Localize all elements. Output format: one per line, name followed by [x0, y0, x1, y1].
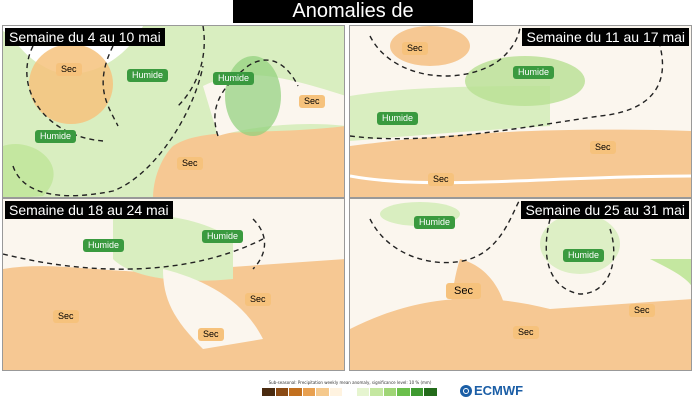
legend-swatch [424, 388, 438, 396]
panel-title: Semaine du 25 au 31 mai [521, 201, 689, 219]
label-dry: Sec [53, 310, 79, 323]
label-dry: Sec [299, 95, 325, 108]
map-panel-week2: Semaine du 11 au 17 mai Sec Humide Humid… [349, 25, 692, 198]
label-wet: Humide [563, 249, 605, 262]
label-dry: Sec [446, 283, 481, 299]
label-dry: Sec [513, 326, 539, 339]
panel-title: Semaine du 4 au 10 mai [5, 28, 165, 46]
map-week1 [3, 26, 344, 197]
legend-swatch [383, 388, 398, 396]
legend-swatch [275, 388, 290, 396]
logo-text: ECMWF [474, 383, 524, 398]
legend-swatch [356, 388, 371, 396]
legend-swatch [410, 388, 425, 396]
map-week4 [350, 199, 691, 370]
label-dry: Sec [428, 173, 454, 186]
label-wet: Humide [35, 130, 77, 143]
label-wet: Humide [414, 216, 456, 229]
map-panel-week4: Semaine du 25 au 31 mai Humide Humide Se… [349, 198, 692, 371]
map-panel-week3: Semaine du 18 au 24 mai Humide Humide Se… [2, 198, 345, 371]
legend-swatch [316, 388, 330, 396]
label-wet: Humide [213, 72, 255, 85]
legend-caption: Sub-seasonal: Precipitation weekly mean … [268, 380, 432, 385]
label-wet: Humide [513, 66, 555, 79]
label-wet: Humide [127, 69, 169, 82]
label-dry: Sec [629, 304, 655, 317]
legend-swatch [397, 388, 411, 396]
label-wet: Humide [202, 230, 244, 243]
legend-swatch [262, 388, 276, 396]
legend-swatch [329, 388, 344, 396]
legend-swatch [302, 388, 317, 396]
legend-swatch [289, 388, 303, 396]
logo: ECMWF [460, 383, 523, 398]
label-dry: Sec [56, 63, 82, 76]
label-dry: Sec [402, 42, 428, 55]
legend-colorbar [262, 388, 438, 396]
label-dry: Sec [198, 328, 224, 341]
legend-swatch [370, 388, 384, 396]
label-dry: Sec [245, 293, 271, 306]
page-title: Anomalies de précipitations [233, 0, 473, 45]
label-dry: Sec [177, 157, 203, 170]
panel-title: Semaine du 18 au 24 mai [5, 201, 173, 219]
ecmwf-logo-icon [460, 384, 472, 397]
map-week3 [3, 199, 344, 370]
label-dry: Sec [590, 141, 616, 154]
label-wet: Humide [83, 239, 125, 252]
map-panel-week1: Semaine du 4 au 10 mai Sec Humide Humide… [2, 25, 345, 198]
label-wet: Humide [377, 112, 419, 125]
legend-swatch [343, 388, 357, 396]
panel-title: Semaine du 11 au 17 mai [522, 28, 689, 46]
